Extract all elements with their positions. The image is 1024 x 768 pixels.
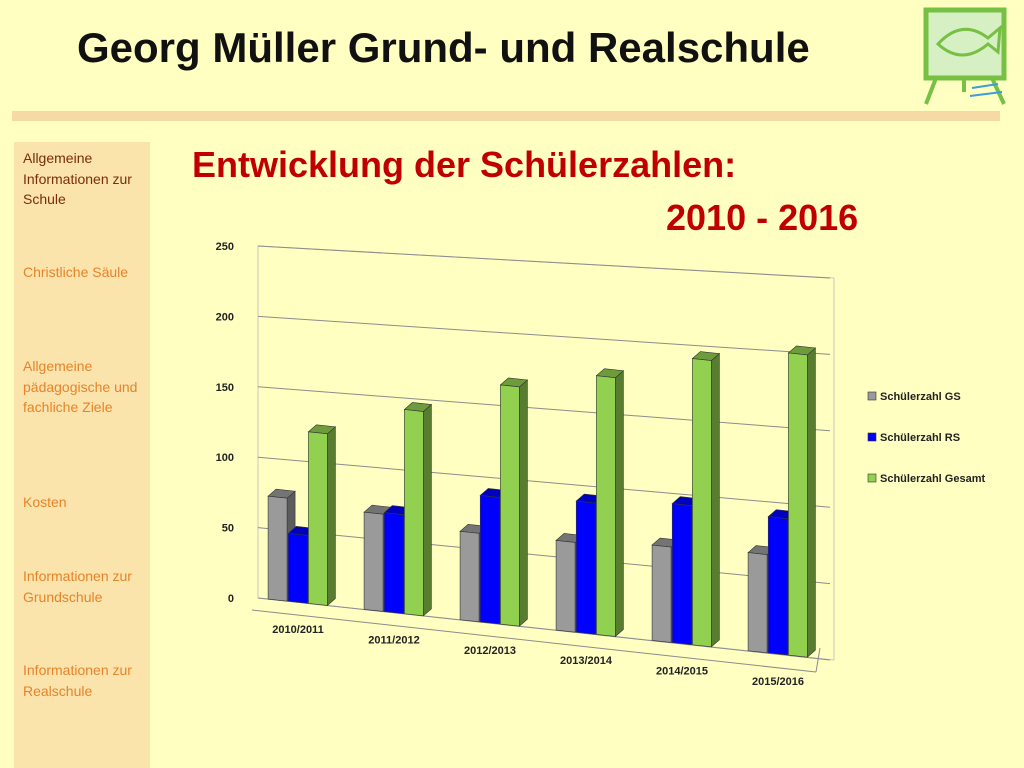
legend-label: Schülerzahl Gesamt [880,473,985,485]
bar [500,384,520,627]
bar [651,544,672,643]
y-tick-label: 50 [222,523,234,535]
sidebar-item-christian-pillar[interactable]: Christliche Säule [23,264,129,280]
sidebar-item-general-info[interactable]: Allgemeine Informationen zur Schule [23,150,132,207]
bar [267,495,288,602]
x-tick-label: 2015/2016 [752,676,804,688]
bar [287,533,308,604]
y-tick-label: 200 [216,311,234,323]
bar [363,511,384,612]
sidebar-item-primary-school[interactable]: Informationen zur Grundschule [23,568,132,605]
bar [383,512,404,614]
slide-title: Entwicklung der Schülerzahlen: [192,144,737,185]
bar-side [711,352,720,648]
gridline [257,527,831,585]
legend-swatch [867,391,877,401]
x-tick-label: 2013/2014 [560,655,613,667]
sidebar: Allgemeine Informationen zur Schule Chri… [14,142,150,768]
x-tick-label: 2012/2013 [464,645,516,657]
bar [479,495,500,625]
slide-subtitle: 2010 - 2016 [666,197,859,238]
legend-label: Schülerzahl GS [880,391,961,403]
gridline [257,245,831,279]
gridline [257,597,831,661]
header-divider [12,111,1000,121]
bar [555,540,576,633]
x-axis-line [251,609,817,673]
bar [575,500,596,635]
bar [692,358,712,648]
bar-side [327,426,336,607]
bar [671,503,692,645]
sidebar-item-costs[interactable]: Kosten [23,494,67,510]
legend-label: Schülerzahl RS [880,432,960,444]
legend-swatch [867,473,877,483]
y-tick-label: 250 [216,241,234,253]
x-axis-edge [815,647,821,673]
gridline [257,386,831,432]
legend-swatch [867,432,877,442]
y-tick-label: 100 [216,452,234,464]
y-tick-label: 150 [216,382,234,394]
gridline [257,456,831,508]
fish-easel-icon [923,7,1007,105]
bar [404,409,424,617]
bar-side [615,370,624,638]
bar [747,552,768,654]
gridline [257,315,831,355]
sidebar-item-pedagogical-goals[interactable]: Allgemeine pädagogische und fachliche Zi… [23,358,138,415]
page-title: Georg Müller Grund- und Realschule [77,24,810,71]
bar [459,530,480,623]
x-tick-label: 2011/2012 [368,635,419,647]
bar [767,516,788,656]
x-tick-label: 2010/2011 [272,624,323,636]
y-tick-label: 0 [228,593,234,605]
bar [308,431,328,606]
plot-area [257,245,835,661]
bar [788,352,808,658]
bar-side [519,379,528,627]
bar [596,375,616,637]
sidebar-item-secondary-school[interactable]: Informationen zur Realschule [23,662,132,699]
bar-side [423,403,432,617]
bar-side [807,347,816,658]
x-tick-label: 2014/2015 [656,666,708,678]
